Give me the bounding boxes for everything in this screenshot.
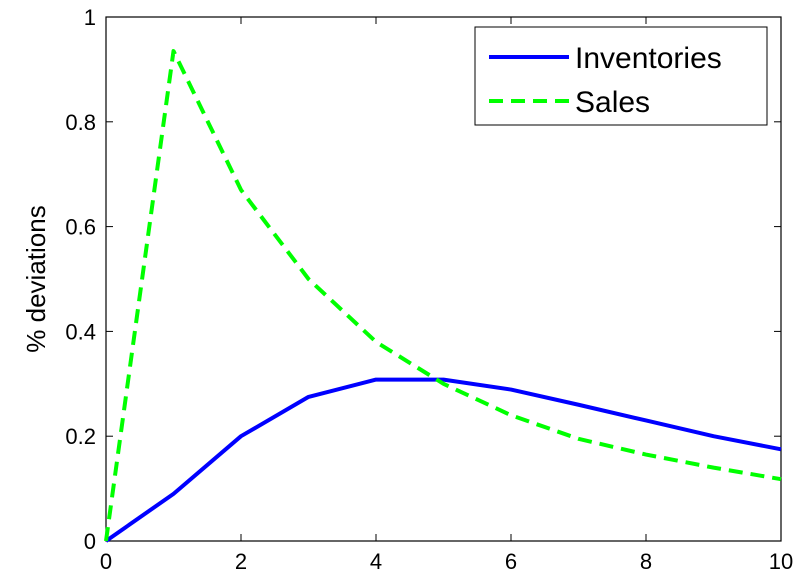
y-tick-label: 0.4 xyxy=(65,319,96,344)
series-line-inventories xyxy=(104,377,782,543)
y-axis-title: % deviations xyxy=(21,205,51,352)
legend-label-sales: Sales xyxy=(575,86,650,119)
x-tick-label: 8 xyxy=(640,549,652,574)
legend-box xyxy=(474,26,768,126)
series-line-sales xyxy=(104,49,782,542)
y-tick-label: 0.2 xyxy=(65,424,96,449)
y-tick-label: 0 xyxy=(84,529,96,554)
y-tick-label: 1 xyxy=(84,5,96,30)
x-tick-label: 2 xyxy=(235,549,247,574)
y-tick-label: 0.8 xyxy=(65,110,96,135)
x-tick-label: 6 xyxy=(505,549,517,574)
y-tick-label: 0.6 xyxy=(65,215,96,240)
x-tick-label: 4 xyxy=(370,549,382,574)
legend-label-inventories: Inventories xyxy=(575,42,722,75)
x-tick-label: 10 xyxy=(769,549,793,574)
x-tick-label: 0 xyxy=(100,549,112,574)
